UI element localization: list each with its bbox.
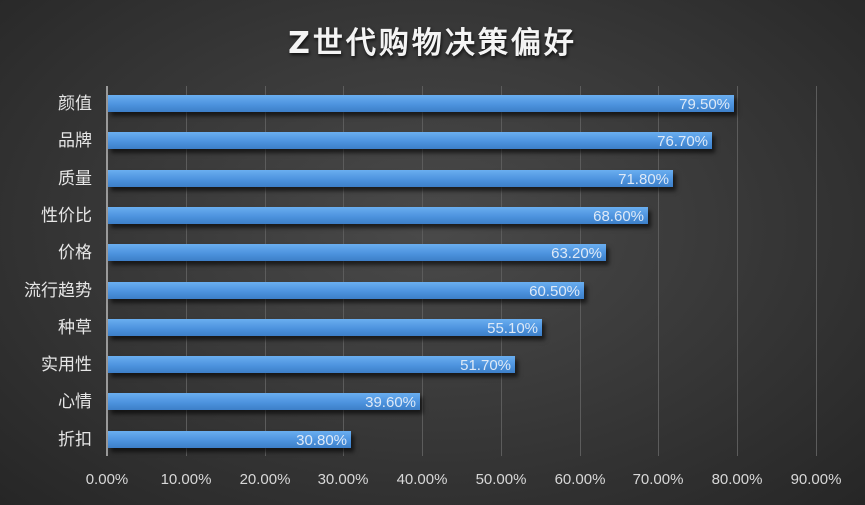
x-tick-label: 30.00% [317, 471, 369, 488]
category-label: 质量 [58, 169, 92, 189]
y-axis-line [106, 86, 108, 456]
gridline [658, 86, 659, 456]
x-tick-label: 10.00% [160, 471, 212, 488]
bar: 68.60% [108, 207, 648, 225]
gridline [265, 86, 266, 456]
category-label: 折扣 [58, 430, 92, 450]
gridline [737, 86, 738, 456]
bar: 71.80% [108, 170, 673, 188]
bar: 39.60% [108, 393, 420, 411]
gridline [501, 86, 502, 456]
bar-value-label: 76.70% [657, 133, 708, 150]
bar-value-label: 39.60% [365, 394, 416, 411]
gridline [816, 86, 817, 456]
bar: 63.20% [108, 244, 606, 262]
x-tick-label: 60.00% [554, 471, 606, 488]
gridline [580, 86, 581, 456]
bar-value-label: 51.70% [460, 357, 511, 374]
bar: 51.70% [108, 356, 515, 374]
gridline [186, 86, 187, 456]
bar: 79.50% [108, 95, 734, 113]
category-label: 流行趋势 [24, 281, 92, 301]
gridline [422, 86, 423, 456]
category-label: 实用性 [41, 355, 92, 375]
x-tick-label: 80.00% [711, 471, 763, 488]
category-label: 品牌 [58, 131, 92, 151]
bar-value-label: 55.10% [487, 320, 538, 337]
bar: 76.70% [108, 132, 712, 150]
x-tick-label: 50.00% [475, 471, 527, 488]
bar: 55.10% [108, 319, 542, 337]
x-tick-label: 70.00% [632, 471, 684, 488]
bar-value-label: 71.80% [618, 171, 669, 188]
bar: 30.80% [108, 431, 351, 449]
bar-value-label: 63.20% [551, 245, 602, 262]
category-label: 颜值 [58, 94, 92, 114]
bar-value-label: 30.80% [296, 432, 347, 449]
category-label: 性价比 [41, 206, 92, 226]
category-label: 种草 [58, 318, 92, 338]
chart-title: Z世代购物决策偏好 [288, 26, 577, 61]
category-label: 价格 [58, 243, 92, 263]
x-tick-label: 20.00% [239, 471, 291, 488]
bar-value-label: 79.50% [679, 96, 730, 113]
x-tick-label: 90.00% [790, 471, 842, 488]
bar-value-label: 68.60% [593, 208, 644, 225]
bar: 60.50% [108, 282, 584, 300]
gridline [343, 86, 344, 456]
x-tick-label: 0.00% [85, 471, 129, 488]
x-tick-label: 40.00% [396, 471, 448, 488]
category-label: 心情 [58, 392, 92, 412]
bar-value-label: 60.50% [529, 283, 580, 300]
